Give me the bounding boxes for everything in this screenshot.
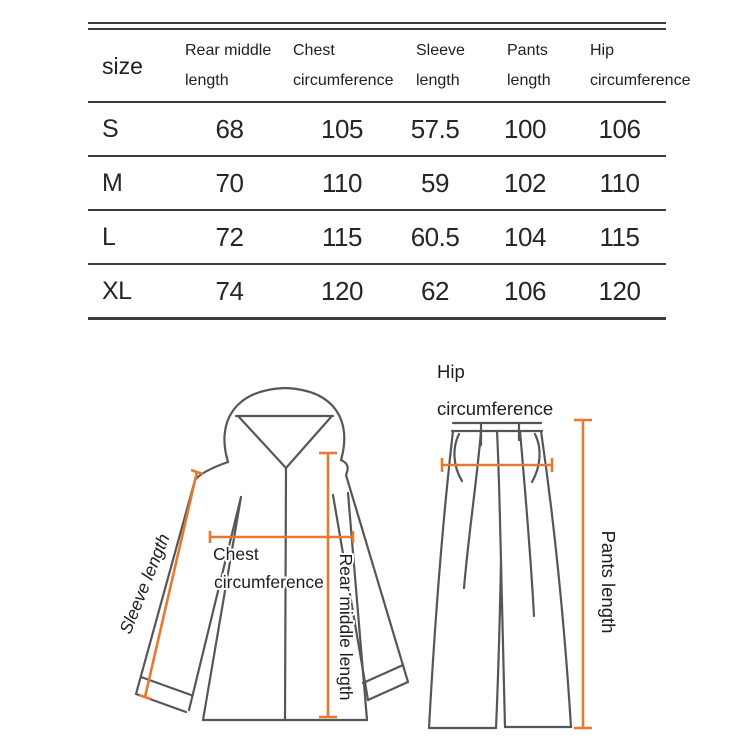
- column-header-size: size: [88, 30, 168, 103]
- table-top-double-rule: [88, 22, 666, 30]
- cell-chest-circumference: 110: [291, 156, 393, 211]
- column-header-sleeve-length: Sleeve length: [393, 30, 477, 103]
- cell-hip-circumference: 115: [573, 210, 666, 265]
- jacket-right-sleeve-outer: [339, 458, 410, 684]
- pants-belt-loops: [479, 421, 521, 447]
- measurement-diagram: Sleeve length Chest circumference Rear m…: [113, 359, 621, 730]
- pants-right-inseam: [499, 560, 507, 729]
- cell-size: S: [88, 102, 168, 157]
- jacket-left-sleeve-inner: [187, 495, 243, 712]
- cell-sleeve-length: 57.5: [393, 102, 477, 157]
- jacket-right-sleeve-inner: [331, 493, 370, 702]
- table-row-s: S 68 105 57.5 100 106: [88, 102, 666, 157]
- cell-hip-circumference: 110: [573, 156, 666, 211]
- cell-rear-middle-length: 74: [168, 264, 291, 320]
- pants-right-crease: [518, 429, 536, 618]
- rear-middle-length-measure-line: [319, 451, 337, 719]
- jacket-right-cuff: [361, 663, 410, 702]
- cell-pants-length: 104: [477, 210, 573, 265]
- cell-chest-circumference: 120: [291, 264, 393, 320]
- cell-chest-circumference: 115: [291, 210, 393, 265]
- pants-hem: [427, 725, 573, 730]
- pants-left-outer: [427, 429, 455, 730]
- cell-pants-length: 100: [477, 102, 573, 157]
- cell-hip-circumference: 120: [573, 264, 666, 320]
- cell-size: M: [88, 156, 168, 211]
- column-header-hip-circumference: Hip circumference: [573, 30, 691, 103]
- pants-diagram: [427, 421, 573, 730]
- pants-left-pocket: [453, 432, 464, 483]
- pants-left-pleat: [462, 429, 483, 590]
- header-label-line1: Sleeve: [416, 41, 465, 59]
- cell-chest-circumference: 105: [291, 102, 393, 157]
- chest-label-line1: Chest: [213, 544, 259, 564]
- cell-sleeve-length: 62: [393, 264, 477, 320]
- jacket-diagram: [134, 386, 410, 722]
- header-row: size Rear middle length Chest circumfere…: [88, 30, 691, 103]
- header-label-line1: Rear middle: [185, 41, 272, 59]
- column-header-pants-length: Pants length: [477, 30, 573, 103]
- pants-left-inseam: [494, 560, 503, 730]
- pants-length-label: Pants length: [598, 531, 619, 634]
- cell-rear-middle-length: 72: [168, 210, 291, 265]
- pants-waistband: [450, 421, 544, 433]
- cell-size: L: [88, 210, 168, 265]
- cell-sleeve-length: 60.5: [393, 210, 477, 265]
- pants-length-measure-line: [574, 418, 592, 730]
- rear-middle-length-label: Rear middle length: [336, 554, 356, 701]
- cell-pants-length: 102: [477, 156, 573, 211]
- sleeve-length-label: Sleeve length: [115, 531, 173, 637]
- size-table: size Rear middle length Chest circumfere…: [88, 30, 691, 320]
- column-header-chest-circumference: Chest circumference: [291, 30, 394, 103]
- header-label-line1: Chest: [293, 41, 335, 59]
- cell-pants-length: 106: [477, 264, 573, 320]
- hip-circumference-measure-line: [440, 458, 554, 472]
- header-label-line1: Hip: [590, 41, 615, 59]
- header-label-line2: length: [416, 71, 460, 89]
- header-label-line1: Pants: [507, 41, 548, 59]
- pants-fly-line: [495, 429, 503, 564]
- cell-sleeve-length: 59: [393, 156, 477, 211]
- cell-rear-middle-length: 68: [168, 102, 291, 157]
- header-label-line2: circumference: [590, 71, 691, 89]
- sleeve-length-measure-line: [138, 468, 204, 701]
- cell-size: XL: [88, 264, 168, 320]
- header-label-line2: length: [507, 71, 551, 89]
- hip-label-line2: circumference: [437, 398, 553, 419]
- header-label-line2: length: [185, 71, 229, 89]
- header-label: size: [102, 52, 143, 79]
- table-row-xl: XL 74 120 62 106 120: [88, 264, 666, 320]
- column-header-rear-middle-length: Rear middle length: [168, 30, 291, 103]
- pants-right-outer: [539, 429, 573, 729]
- pants-measure-lines: [440, 418, 592, 730]
- jacket-measure-lines: [138, 451, 355, 719]
- header-label-line2: circumference: [293, 71, 394, 89]
- table-row-m: M 70 110 59 102 110: [88, 156, 666, 211]
- jacket-zipper-line: [283, 466, 288, 722]
- chest-label-line2: circumference: [214, 572, 324, 592]
- jacket-hood-v: [237, 415, 333, 470]
- pants-right-pocket: [530, 432, 541, 484]
- jacket-left-side: [201, 495, 243, 722]
- jacket-hood: [223, 386, 346, 464]
- hip-label-line1: Hip: [437, 361, 465, 382]
- table-row-l: L 72 115 60.5 104 115: [88, 210, 666, 265]
- cell-hip-circumference: 106: [573, 102, 666, 157]
- cell-rear-middle-length: 70: [168, 156, 291, 211]
